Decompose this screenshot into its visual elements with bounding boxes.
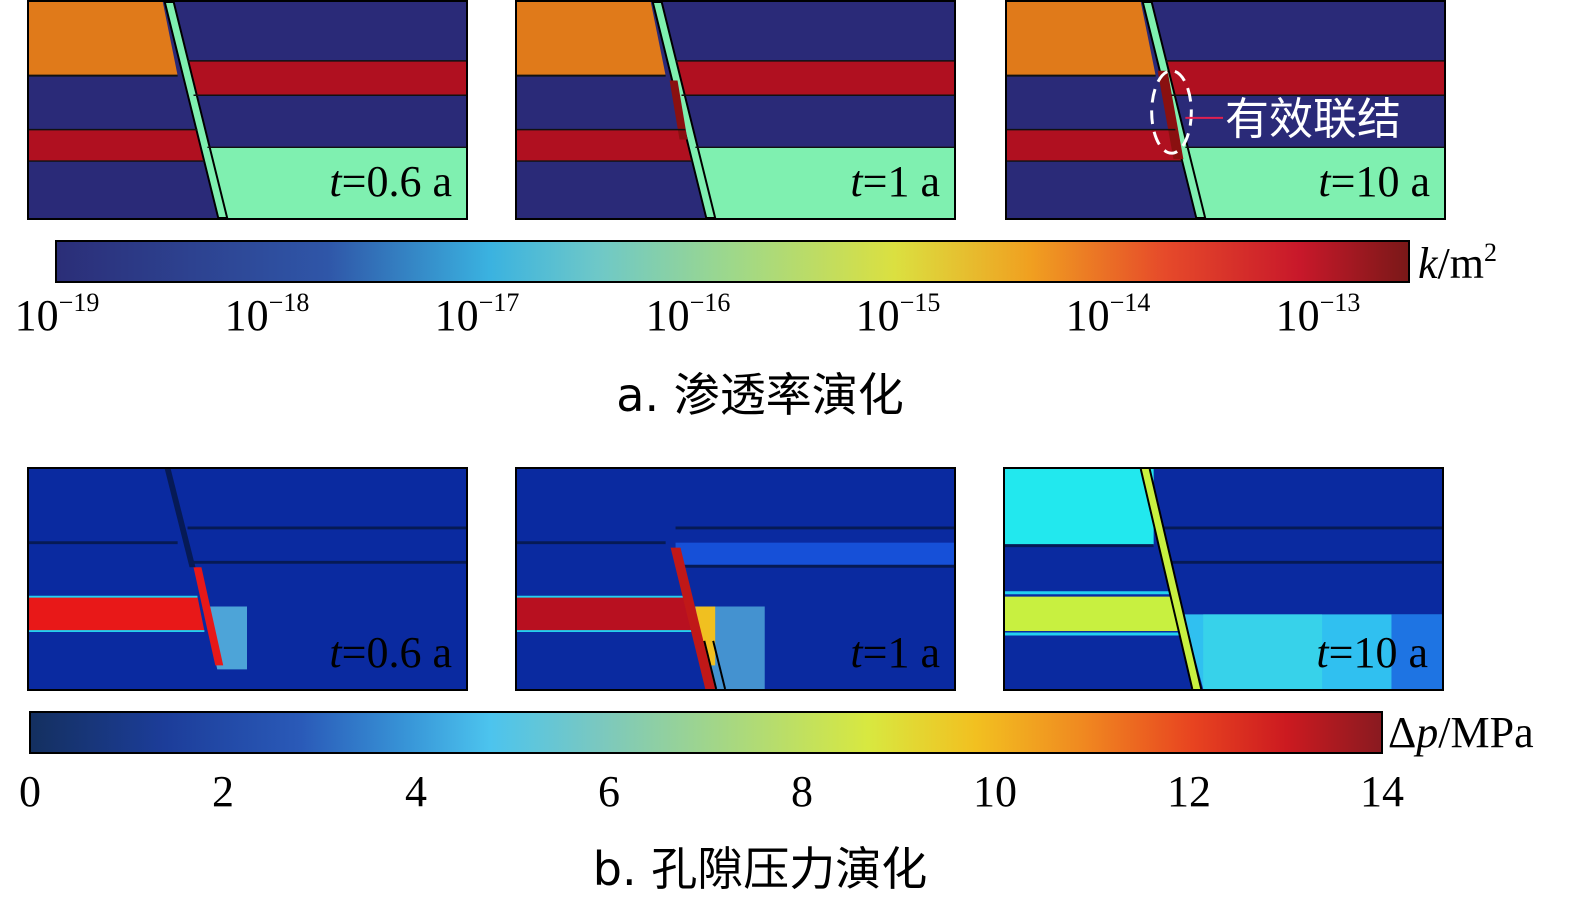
time-label: t=0.6 a <box>329 628 452 677</box>
permeability-tick: 10−16 <box>645 288 731 340</box>
permeability-panel-t1: t=1 a <box>515 0 956 220</box>
permeability-colorbar <box>55 240 1410 283</box>
permeability-tick: 10−15 <box>855 288 941 340</box>
pressure-map <box>29 469 466 689</box>
permeability-map <box>29 2 466 218</box>
pressure-panel-t1: t=1 a <box>515 467 956 691</box>
pressure-panel-t10: t=10 a <box>1003 467 1444 691</box>
pressure-map <box>517 469 954 689</box>
time-label: t=10 a <box>1316 628 1428 677</box>
pressure-map <box>1005 469 1442 689</box>
pressure-tick: 6 <box>598 767 620 816</box>
pressure-tick: 4 <box>405 767 427 816</box>
time-label: t=1 a <box>850 157 940 206</box>
permeability-panel-t0.6: t=0.6 a <box>27 0 468 220</box>
pressure-tick: 8 <box>791 767 813 816</box>
connection-annotation: 有效联结 <box>1225 94 1401 145</box>
permeability-tick: 10−18 <box>224 288 310 340</box>
time-label: t=0.6 a <box>329 157 452 206</box>
permeability-tick: 10−13 <box>1275 288 1361 340</box>
pressure-tick: 12 <box>1167 767 1211 816</box>
permeability-map <box>517 2 954 218</box>
caption-a: a. 渗透率演化 <box>616 368 904 422</box>
permeability-map <box>1007 2 1444 218</box>
permeability-tick: 10−17 <box>434 288 520 340</box>
pressure-tick: 2 <box>212 767 234 816</box>
pressure-colorbar <box>29 711 1383 754</box>
pressure-unit: Δp/MPa <box>1388 708 1534 757</box>
pressure-tick: 14 <box>1360 767 1404 816</box>
permeability-panel-t10: 有效联结 t=10 a <box>1005 0 1446 220</box>
permeability-tick: 10−19 <box>14 288 100 340</box>
pressure-tick: 10 <box>973 767 1017 816</box>
pressure-tick: 0 <box>19 767 41 816</box>
time-label: t=10 a <box>1318 157 1430 206</box>
permeability-unit: k/m2 <box>1418 238 1497 288</box>
permeability-tick: 10−14 <box>1065 288 1151 340</box>
caption-b: b. 孔隙压力演化 <box>592 842 928 896</box>
pressure-panel-t0.6: t=0.6 a <box>27 467 468 691</box>
time-label: t=1 a <box>850 628 940 677</box>
